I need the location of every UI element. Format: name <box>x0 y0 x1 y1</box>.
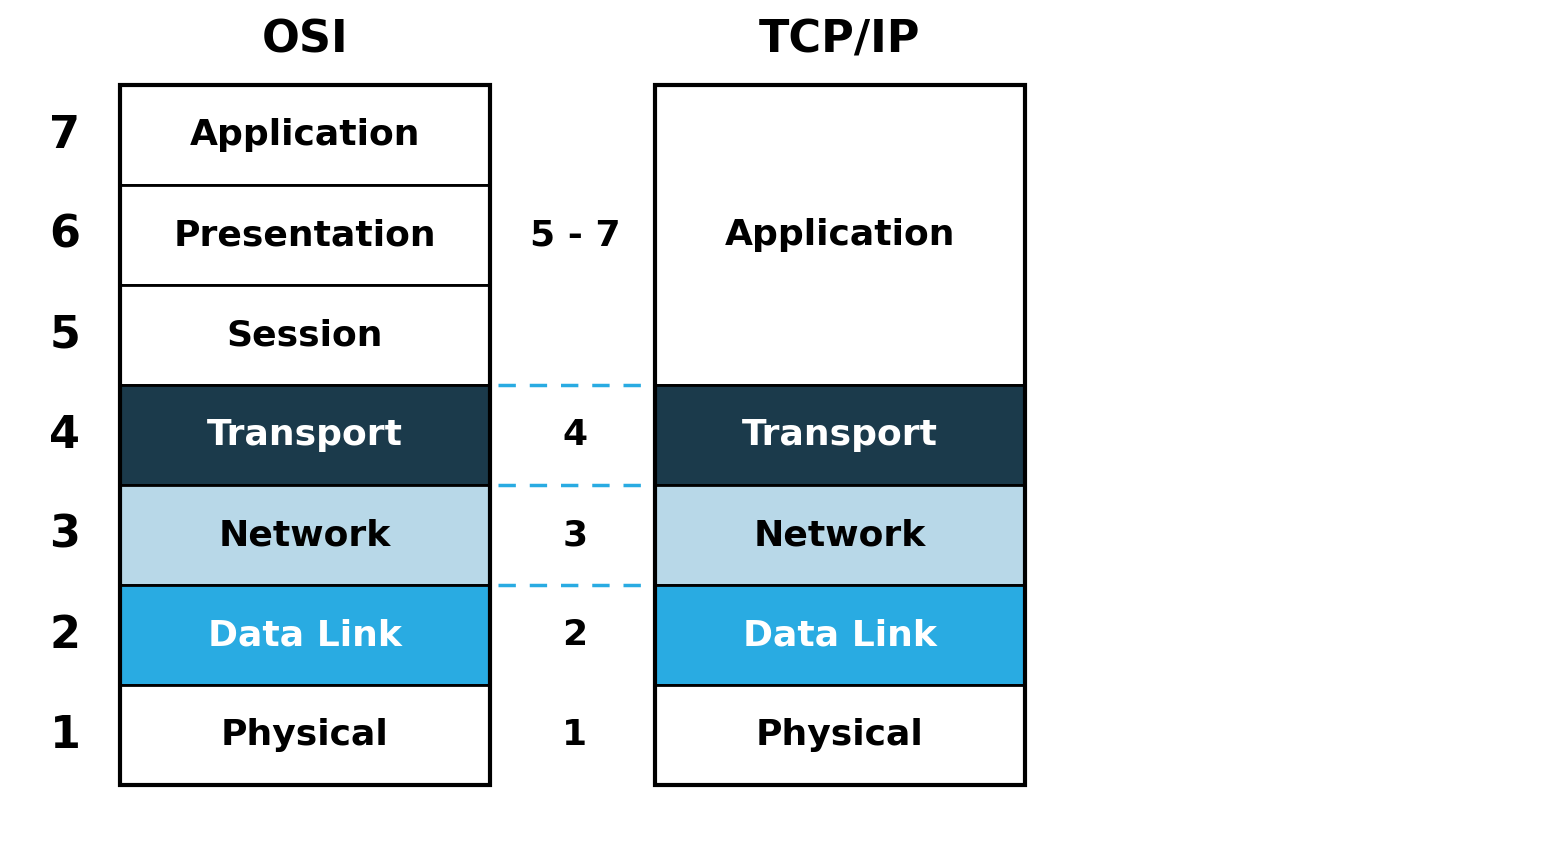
Text: Transport: Transport <box>208 418 403 452</box>
Bar <box>120 385 490 485</box>
Bar <box>120 685 490 785</box>
Text: Transport: Transport <box>741 418 938 452</box>
Text: 6: 6 <box>50 213 81 256</box>
Text: Session: Session <box>226 318 384 352</box>
Text: 4: 4 <box>50 414 81 457</box>
Text: 2: 2 <box>562 618 587 652</box>
Text: Physical: Physical <box>222 718 389 752</box>
Text: Presentation: Presentation <box>173 218 437 252</box>
Bar <box>120 185 490 285</box>
Text: 5 - 7: 5 - 7 <box>529 218 620 252</box>
Text: 2: 2 <box>50 613 81 656</box>
Bar <box>656 685 1026 785</box>
Bar <box>656 85 1026 385</box>
Text: Application: Application <box>724 218 955 252</box>
Text: OSI: OSI <box>262 19 348 62</box>
Text: TCP/IP: TCP/IP <box>759 19 921 62</box>
Text: 3: 3 <box>50 513 81 556</box>
Text: Data Link: Data Link <box>208 618 401 652</box>
Text: Network: Network <box>219 518 392 552</box>
Text: Data Link: Data Link <box>743 618 937 652</box>
Text: Network: Network <box>754 518 926 552</box>
Text: 5: 5 <box>50 314 81 357</box>
Text: Physical: Physical <box>756 718 924 752</box>
Text: Application: Application <box>190 118 420 152</box>
Text: 4: 4 <box>562 418 587 452</box>
Bar <box>656 385 1026 485</box>
Bar <box>120 585 490 685</box>
Bar <box>656 585 1026 685</box>
Bar <box>656 85 1026 785</box>
Text: 7: 7 <box>50 114 81 157</box>
Bar <box>120 285 490 385</box>
Bar <box>120 485 490 585</box>
Text: 1: 1 <box>50 714 81 757</box>
Bar <box>120 85 490 785</box>
Text: 1: 1 <box>562 718 587 752</box>
Text: 3: 3 <box>562 518 587 552</box>
Bar <box>120 85 490 185</box>
Bar <box>656 485 1026 585</box>
